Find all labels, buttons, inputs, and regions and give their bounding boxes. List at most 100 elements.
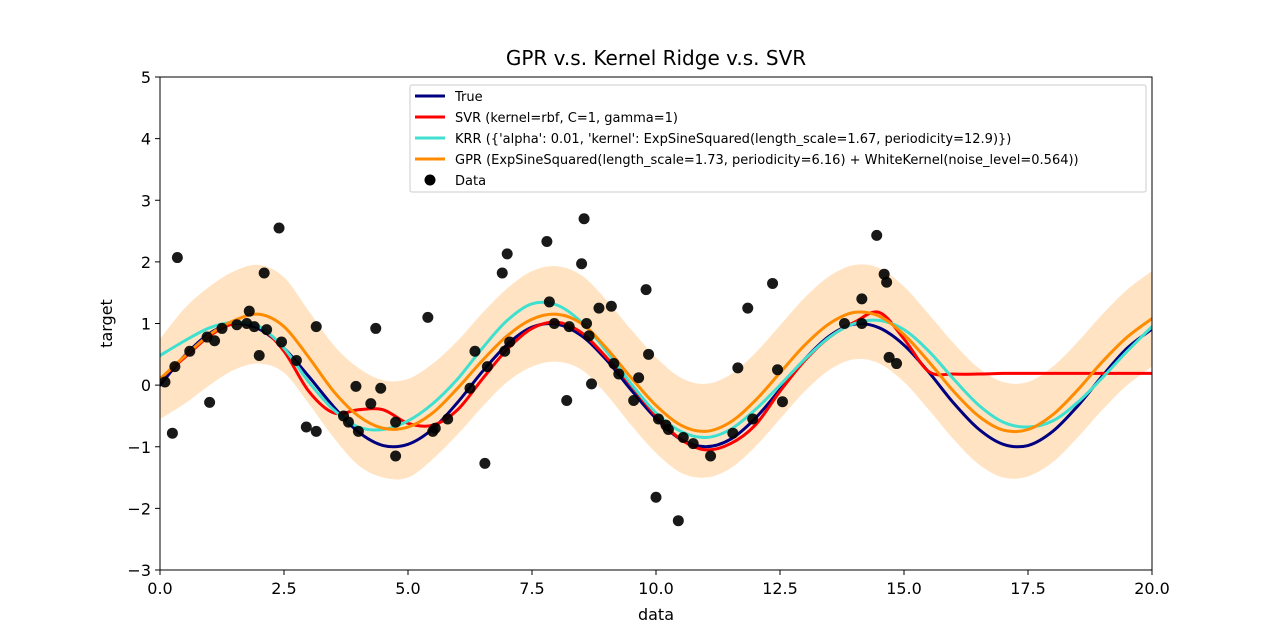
data-point xyxy=(613,368,625,380)
data-point xyxy=(442,413,454,425)
series-line-krr-alpha-0-01-kernel-ex xyxy=(160,300,1152,440)
y-tick-label: 1 xyxy=(141,315,151,334)
legend-label: GPR (ExpSineSquared(length_scale=1.73, p… xyxy=(455,153,1079,168)
data-point xyxy=(166,427,178,439)
legend-label: True xyxy=(454,90,483,105)
data-point xyxy=(171,252,183,264)
data-point xyxy=(375,382,387,394)
x-tick-label: 5.0 xyxy=(395,579,420,598)
y-tick-label: −1 xyxy=(127,438,151,457)
data-point xyxy=(583,330,595,342)
data-point xyxy=(563,321,575,333)
data-point xyxy=(253,350,265,362)
data-point xyxy=(342,416,354,428)
y-tick-label: 5 xyxy=(141,68,151,87)
y-tick-label: −2 xyxy=(127,499,151,518)
data-point xyxy=(429,422,441,434)
x-axis-label: data xyxy=(638,605,674,624)
data-point xyxy=(390,450,402,462)
data-point xyxy=(273,222,285,234)
x-tick-label: 0.0 xyxy=(147,579,172,598)
data-point xyxy=(261,324,273,336)
data-point xyxy=(727,427,739,439)
data-point xyxy=(310,321,322,333)
data-point xyxy=(390,416,402,428)
y-tick-label: 0 xyxy=(141,376,151,395)
data-point xyxy=(541,236,553,248)
data-point xyxy=(548,318,560,329)
data-point xyxy=(581,318,593,329)
series-line-gpr-expsinesquared-lengt xyxy=(160,310,1152,434)
x-axis: 0.0 2.5 5.0 7.5 10.0 12.5 15.0 17.5 20.0 xyxy=(147,570,1170,598)
scatter-layer xyxy=(159,213,903,527)
x-tick-label: 12.5 xyxy=(762,579,798,598)
y-tick-label: 3 xyxy=(141,191,151,210)
data-point xyxy=(184,345,196,357)
data-point xyxy=(640,284,652,296)
legend-label: SVR (kernel=rbf, C=1, gamma=1) xyxy=(455,111,678,126)
data-point xyxy=(300,421,312,433)
data-point xyxy=(499,345,511,357)
y-tick-label: −3 xyxy=(127,561,151,580)
legend-label: KRR ({'alpha': 0.01, 'kernel': ExpSineSq… xyxy=(455,132,1011,147)
data-point xyxy=(891,358,903,370)
data-point xyxy=(856,293,868,305)
data-point xyxy=(871,229,883,241)
data-point xyxy=(543,296,555,308)
data-point xyxy=(883,351,895,363)
data-point xyxy=(469,345,481,357)
data-point xyxy=(243,305,255,317)
legend-label: Data xyxy=(455,174,486,189)
data-point xyxy=(310,425,322,437)
data-point xyxy=(672,515,684,527)
data-point xyxy=(628,395,640,407)
legend-box xyxy=(409,84,1147,193)
data-point xyxy=(633,372,645,384)
data-point xyxy=(687,438,699,450)
x-tick-label: 17.5 xyxy=(1010,579,1046,598)
data-point xyxy=(742,302,754,314)
data-point xyxy=(464,382,476,394)
data-point xyxy=(248,321,260,333)
data-point xyxy=(776,396,788,408)
data-point xyxy=(772,364,784,376)
data-point xyxy=(747,413,759,425)
data-point xyxy=(650,491,662,503)
data-point xyxy=(677,432,689,444)
x-tick-label: 15.0 xyxy=(886,579,922,598)
data-point xyxy=(504,336,516,348)
data-point xyxy=(767,277,779,289)
data-point xyxy=(290,354,302,366)
data-point xyxy=(169,361,181,373)
data-point xyxy=(593,302,605,314)
y-tick-label: 4 xyxy=(141,130,151,149)
data-point xyxy=(705,450,717,462)
data-point xyxy=(159,376,171,388)
data-point xyxy=(838,318,850,329)
data-point xyxy=(732,362,744,374)
data-point xyxy=(501,248,513,260)
x-tick-label: 7.5 xyxy=(519,579,544,598)
data-point xyxy=(881,276,893,288)
data-point xyxy=(231,319,243,331)
data-point xyxy=(576,258,588,270)
x-tick-label: 10.0 xyxy=(638,579,674,598)
data-point xyxy=(479,457,491,469)
y-tick-label: 2 xyxy=(141,253,151,272)
data-point xyxy=(578,213,590,225)
legend: True SVR (kernel=rbf, C=1, gamma=1) KRR ({… xyxy=(409,84,1147,193)
data-point xyxy=(481,361,493,373)
y-axis-label: target xyxy=(97,299,116,348)
data-point xyxy=(204,396,216,408)
y-axis: −3 −2 −1 0 1 2 3 4 5 xyxy=(127,68,160,580)
data-point xyxy=(365,398,377,410)
data-point xyxy=(370,322,382,334)
data-point xyxy=(209,335,221,347)
legend-marker-data xyxy=(424,174,436,186)
data-point xyxy=(352,425,364,437)
data-point xyxy=(856,318,868,329)
data-point xyxy=(662,423,674,435)
chart-title: GPR v.s. Kernel Ridge v.s. SVR xyxy=(506,46,806,70)
data-point xyxy=(350,380,362,392)
